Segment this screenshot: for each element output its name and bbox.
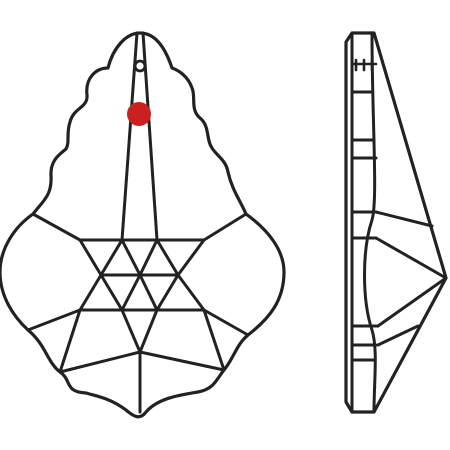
side-facet-bands: [350, 90, 380, 362]
red-hole-marker-icon: [127, 102, 151, 126]
front-upper-facets: [31, 212, 248, 242]
side-hole-marks: [350, 58, 378, 72]
front-lower-facets: [26, 308, 250, 374]
front-star-facets: [78, 238, 206, 414]
crystal-pendant-side-icon: [344, 31, 448, 414]
front-outline: [0, 31, 286, 419]
front-central-facet: [120, 31, 159, 242]
side-right-facets: [374, 210, 448, 347]
side-mid-curve: [363, 31, 377, 414]
crystal-pendant-front-icon: [0, 31, 286, 419]
side-outline: [344, 31, 448, 414]
